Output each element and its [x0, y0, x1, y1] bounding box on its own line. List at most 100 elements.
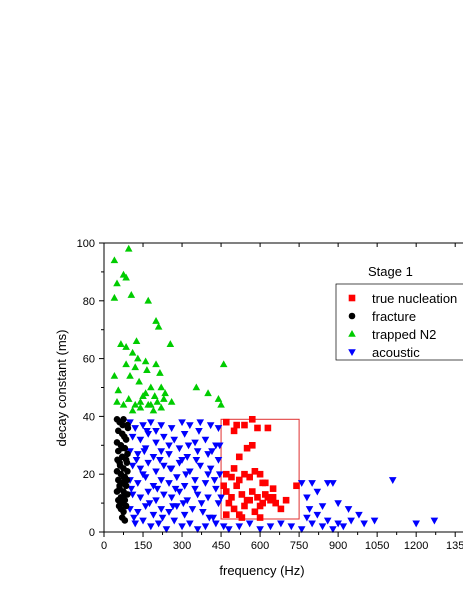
series-acoustic — [126, 419, 439, 534]
point-trapped-n2 — [152, 360, 160, 368]
data-points — [110, 244, 439, 534]
point-trapped-n2 — [122, 360, 130, 368]
point-acoustic — [175, 488, 184, 496]
point-acoustic — [193, 491, 202, 499]
point-acoustic — [134, 451, 142, 458]
point-true-nucleation — [235, 453, 243, 461]
point-acoustic — [165, 508, 173, 516]
point-trapped-n2 — [126, 371, 134, 379]
point-acoustic — [180, 482, 189, 490]
point-acoustic — [212, 520, 220, 528]
point-true-nucleation — [241, 421, 248, 429]
point-acoustic — [131, 425, 140, 432]
point-fracture — [120, 433, 128, 440]
x-tick-label: 300 — [173, 540, 191, 552]
legend-frame — [335, 283, 463, 361]
point-acoustic — [160, 462, 168, 470]
legend-items: true nucleation fracture trapped N2 acousti… — [348, 291, 457, 360]
point-acoustic — [141, 503, 150, 510]
legend-label-true-nucleation: true nucleation — [372, 291, 457, 306]
point-true-nucleation — [248, 415, 256, 423]
point-acoustic — [170, 436, 179, 444]
point-fracture — [122, 502, 130, 510]
point-true-nucleation — [248, 442, 256, 449]
point-acoustic — [158, 514, 167, 522]
point-true-nucleation — [269, 494, 277, 501]
point-acoustic — [128, 491, 137, 499]
point-acoustic — [152, 468, 160, 476]
point-acoustic — [205, 514, 214, 522]
point-fracture — [124, 450, 131, 458]
point-acoustic — [179, 500, 188, 508]
point-acoustic — [388, 477, 397, 484]
x-tick-label: 135 — [446, 540, 463, 552]
point-fracture — [118, 444, 125, 452]
point-acoustic — [204, 494, 212, 502]
point-trapped-n2 — [136, 397, 145, 405]
point-fracture — [122, 491, 129, 498]
point-acoustic — [157, 477, 166, 484]
point-acoustic — [197, 500, 206, 508]
point-acoustic — [360, 520, 368, 528]
point-acoustic — [178, 456, 186, 464]
point-true-nucleation — [235, 476, 243, 484]
point-trapped-n2 — [167, 397, 176, 405]
y-tick-label: 0 — [89, 527, 95, 539]
point-acoustic — [266, 523, 275, 531]
point-acoustic — [183, 497, 192, 505]
x-tick-label: 1050 — [365, 540, 389, 552]
point-acoustic — [347, 517, 355, 525]
point-trapped-n2 — [128, 406, 137, 414]
point-acoustic — [225, 526, 233, 534]
point-acoustic — [196, 419, 205, 427]
y-tick-label: 60 — [83, 354, 95, 366]
point-acoustic — [127, 485, 136, 493]
y-tick-label: 100 — [77, 238, 95, 250]
point-true-nucleation — [261, 491, 269, 498]
point-true-nucleation — [222, 511, 230, 518]
point-fracture — [120, 508, 127, 516]
point-acoustic — [323, 480, 332, 487]
point-trapped-n2 — [114, 386, 123, 394]
point-true-nucleation — [254, 424, 261, 432]
point-acoustic — [126, 419, 134, 427]
point-acoustic — [215, 471, 224, 479]
point-trapped-n2 — [122, 273, 130, 281]
point-acoustic — [201, 480, 210, 487]
point-fracture — [115, 502, 123, 510]
point-true-nucleation — [264, 424, 272, 432]
point-true-nucleation — [256, 514, 264, 521]
x-tick-label: 900 — [329, 540, 347, 552]
point-acoustic — [277, 520, 285, 528]
point-fracture — [122, 482, 130, 490]
legend-marker-true-nucleation — [348, 294, 356, 302]
point-acoustic — [147, 419, 155, 427]
point-acoustic — [149, 454, 158, 461]
series-trapped-n2 — [110, 244, 228, 414]
point-true-nucleation — [225, 499, 233, 507]
point-acoustic — [149, 482, 158, 490]
point-trapped-n2 — [110, 293, 119, 301]
point-acoustic — [313, 511, 322, 519]
y-tick-label: 40 — [83, 411, 95, 423]
point-acoustic — [204, 471, 212, 479]
point-acoustic — [305, 506, 314, 513]
point-trapped-n2 — [131, 400, 140, 408]
legend-marker-acoustic — [348, 349, 356, 356]
point-true-nucleation — [254, 494, 261, 501]
point-trapped-n2 — [143, 366, 151, 373]
point-trapped-n2 — [150, 392, 159, 399]
point-trapped-n2 — [136, 403, 145, 411]
point-trapped-n2 — [134, 354, 142, 362]
point-acoustic — [308, 520, 316, 528]
point-acoustic — [191, 439, 199, 447]
point-fracture — [119, 421, 127, 429]
point-acoustic — [139, 471, 147, 479]
point-acoustic — [182, 471, 190, 479]
point-true-nucleation — [277, 505, 285, 513]
point-acoustic — [201, 436, 210, 444]
point-acoustic — [170, 517, 179, 525]
point-acoustic — [186, 422, 194, 430]
point-trapped-n2 — [149, 406, 158, 414]
point-acoustic — [217, 494, 225, 502]
